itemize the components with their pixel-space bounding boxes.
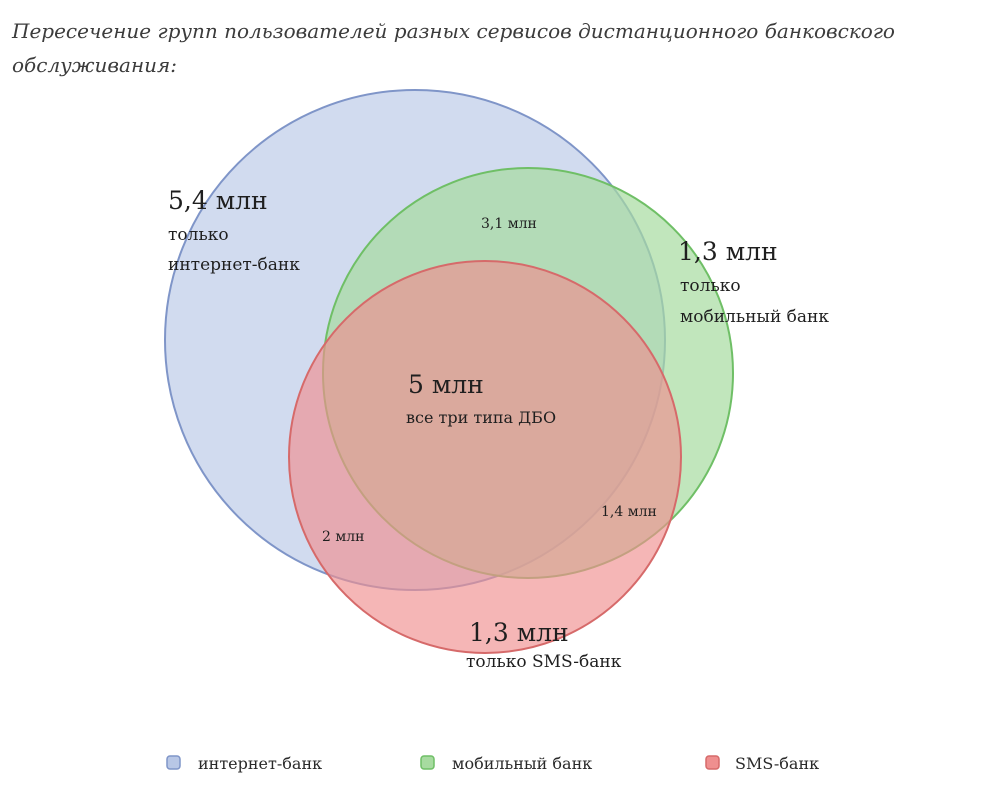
mobile-only-line2: мобильный банк <box>680 307 829 327</box>
internet-only-line1: только <box>168 225 229 245</box>
legend-swatch-sms <box>705 755 720 770</box>
legend-label-sms: SMS-банк <box>735 754 819 773</box>
mobile-sms-value: 1,4 млн <box>601 504 657 520</box>
legend-label-internet: интернет-банк <box>198 754 322 773</box>
legend: интернет-банк мобильный банк SMS-банк <box>166 754 819 773</box>
all-three-label: все три типа ДБО <box>406 408 556 427</box>
mobile-only-value: 1,3 млн <box>678 237 778 266</box>
mobile-only-line1: только <box>680 276 741 296</box>
internet-mobile-value: 3,1 млн <box>481 216 537 232</box>
internet-only-value: 5,4 млн <box>168 186 268 215</box>
diagram-title: Пересечение групп пользователей разных с… <box>12 19 895 77</box>
legend-label-mobile: мобильный банк <box>452 754 592 773</box>
internet-sms-value: 2 млн <box>322 529 364 545</box>
internet-only-line2: интернет-банк <box>168 255 300 275</box>
sms-only-label: только SMS-банк <box>466 652 622 672</box>
sms-bank-circle <box>288 260 682 654</box>
sms-only-value: 1,3 млн <box>469 618 569 647</box>
legend-swatch-mobile <box>420 755 435 770</box>
all-three-value: 5 млн <box>408 370 484 399</box>
legend-swatch-internet <box>166 755 181 770</box>
